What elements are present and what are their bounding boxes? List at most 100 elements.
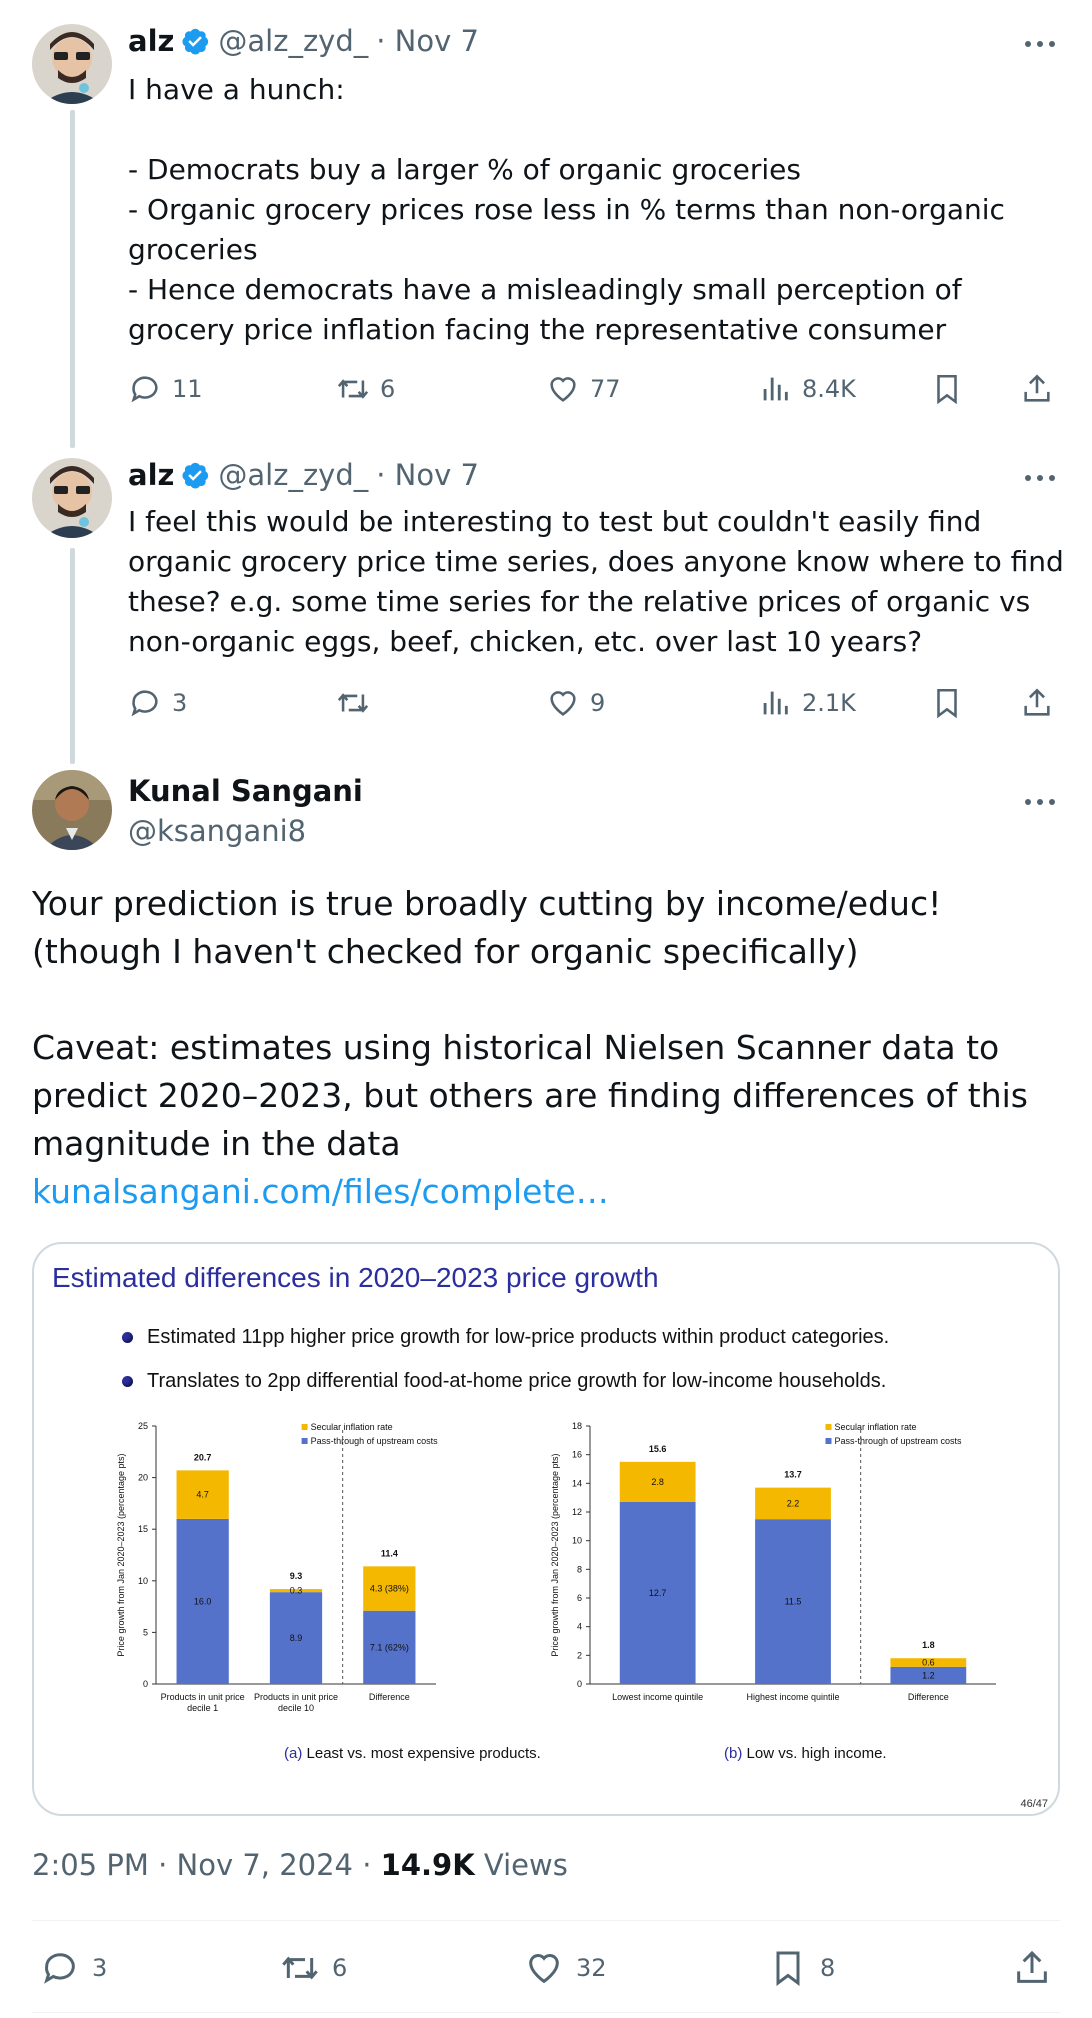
bar-value-label: 2.8: [651, 1477, 664, 1487]
tweet-2[interactable]: alz @alz_zyd_ · Nov 7 I feel this would …: [0, 436, 1092, 766]
retweet-button[interactable]: [336, 686, 380, 720]
share-button[interactable]: [1020, 372, 1064, 406]
like-button[interactable]: 9: [546, 686, 605, 720]
tweet-paragraph: Your prediction is true broadly cutting …: [32, 884, 942, 971]
tweet-1[interactable]: alz @alz_zyd_ · Nov 7 I have a hunch: - …: [0, 0, 1092, 440]
tweet-actions: 11 6 77 8.4K: [128, 372, 1068, 412]
x-tick-label: decile 1: [187, 1703, 218, 1713]
reply-count: 3: [172, 689, 188, 717]
tweet-text: I feel this would be interesting to test…: [128, 502, 1068, 662]
avatar[interactable]: [32, 458, 112, 538]
display-name[interactable]: alz: [128, 24, 175, 58]
page-number: 46/47: [1020, 1798, 1048, 1810]
bullet-dot: [122, 1332, 133, 1343]
y-tick-label: 14: [572, 1478, 582, 1488]
views-button[interactable]: 2.1K: [758, 686, 856, 720]
bar-total-label: 11.4: [381, 1548, 398, 1558]
handle[interactable]: @alz_zyd_: [218, 458, 369, 492]
bullet-text: Estimated 11pp higher price growth for l…: [147, 1326, 890, 1348]
bar-total-label: 1.8: [922, 1640, 935, 1650]
x-tick-label: Difference: [369, 1692, 410, 1702]
tweet-blank-line: [32, 976, 1062, 1024]
bar-total-label: 13.7: [784, 1470, 802, 1480]
tweet-handle-row: @ksangani8: [128, 814, 306, 848]
display-name[interactable]: alz: [128, 458, 175, 492]
reply-button[interactable]: 11: [128, 372, 203, 406]
bar-segment: [363, 1566, 416, 1611]
divider: [32, 1920, 1060, 1921]
x-tick-label: Products in unit price: [161, 1692, 245, 1702]
display-name[interactable]: Kunal Sangani: [128, 774, 363, 808]
bookmark-count: 8: [820, 1954, 836, 1982]
share-button[interactable]: [1012, 1948, 1064, 1988]
retweet-button[interactable]: 6: [280, 1948, 347, 1988]
y-axis-label: Price growth from Jan 2020–2023 (percent…: [550, 1453, 560, 1656]
bookmark-icon: [776, 1951, 800, 1986]
bar-segment: [269, 1589, 323, 1593]
legend-label: Pass-through of upstream costs: [311, 1436, 439, 1446]
retweet-icon: [282, 1956, 318, 1980]
views-button[interactable]: 8.4K: [758, 372, 856, 406]
reply-button[interactable]: 3: [40, 1948, 107, 1988]
like-button[interactable]: 77: [546, 372, 621, 406]
legend-label: Secular inflation rate: [311, 1422, 393, 1432]
tweet-line: - Organic grocery prices rose less in % …: [128, 193, 1005, 266]
like-count: 32: [576, 1954, 607, 1982]
x-tick-label: Lowest income quintile: [612, 1692, 703, 1702]
avatar[interactable]: [32, 24, 112, 104]
legend-label: Secular inflation rate: [834, 1422, 916, 1432]
y-tick-label: 5: [143, 1627, 148, 1637]
more-options-icon[interactable]: [1020, 34, 1060, 54]
slide-title: Estimated differences in 2020–2023 price…: [52, 1262, 659, 1293]
tweet-link[interactable]: kunalsangani.com/files/complete…: [32, 1172, 609, 1211]
x-tick-label: Products in unit price: [254, 1692, 338, 1702]
handle[interactable]: @alz_zyd_: [218, 24, 369, 58]
bar-value-label: 16.0: [194, 1596, 212, 1606]
bookmark-button[interactable]: [930, 686, 974, 720]
y-tick-label: 10: [572, 1536, 582, 1546]
tweet-line: I feel this would be interesting to test…: [128, 505, 1064, 658]
slide-bullet: Estimated 11pp higher price growth for l…: [122, 1326, 889, 1349]
bookmark-button[interactable]: [930, 372, 974, 406]
slide-bullet: Translates to 2pp differential food-at-h…: [122, 1370, 886, 1393]
share-button[interactable]: [1020, 686, 1064, 720]
tweet-image-card[interactable]: Estimated differences in 2020–2023 price…: [32, 1242, 1060, 1816]
main-tweet-text: Your prediction is true broadly cutting …: [32, 880, 1062, 1216]
divider: [32, 2012, 1060, 2013]
heart-icon: [550, 691, 576, 716]
bar-segment: [619, 1501, 696, 1684]
handle[interactable]: @ksangani8: [128, 814, 307, 848]
like-count: 9: [590, 689, 606, 717]
share-icon: [1024, 688, 1050, 716]
tweet-date[interactable]: · Nov 7: [376, 24, 479, 58]
reply-count: 11: [172, 375, 203, 403]
share-icon: [1017, 1950, 1047, 1983]
bar-value-label: 11.5: [785, 1597, 802, 1607]
tweet-line: - Democrats buy a larger % of organic gr…: [128, 153, 801, 186]
bookmark-icon: [937, 688, 957, 719]
y-tick-label: 0: [577, 1679, 582, 1689]
more-options-icon[interactable]: [1020, 468, 1060, 488]
heart-icon: [550, 377, 576, 402]
bar-value-label: 8.9: [290, 1633, 303, 1643]
bar-value-label: 12.7: [649, 1588, 667, 1598]
main-tweet-actions: 3 6 32 8: [32, 1948, 1060, 1992]
bookmark-button[interactable]: 8: [768, 1948, 835, 1988]
bar-segment: [755, 1487, 831, 1520]
legend-swatch: [825, 1424, 832, 1430]
reply-button[interactable]: 3: [128, 686, 187, 720]
tweet-timestamp[interactable]: 2:05 PM · Nov 7, 2024 · 14.9K Views: [32, 1848, 568, 1882]
y-tick-label: 12: [572, 1507, 582, 1517]
y-tick-label: 18: [572, 1421, 582, 1431]
retweet-button[interactable]: 6: [336, 372, 395, 406]
y-tick-label: 20: [138, 1473, 148, 1483]
more-options-icon[interactable]: [1020, 792, 1060, 812]
verified-badge-icon: [182, 28, 209, 55]
tweet-line: [128, 110, 1068, 150]
avatar[interactable]: [32, 770, 112, 850]
bar-value-label: 2.2: [787, 1498, 800, 1508]
analytics-icon: [763, 691, 788, 715]
like-button[interactable]: 32: [524, 1948, 607, 1988]
tweet-date[interactable]: · Nov 7: [376, 458, 479, 492]
